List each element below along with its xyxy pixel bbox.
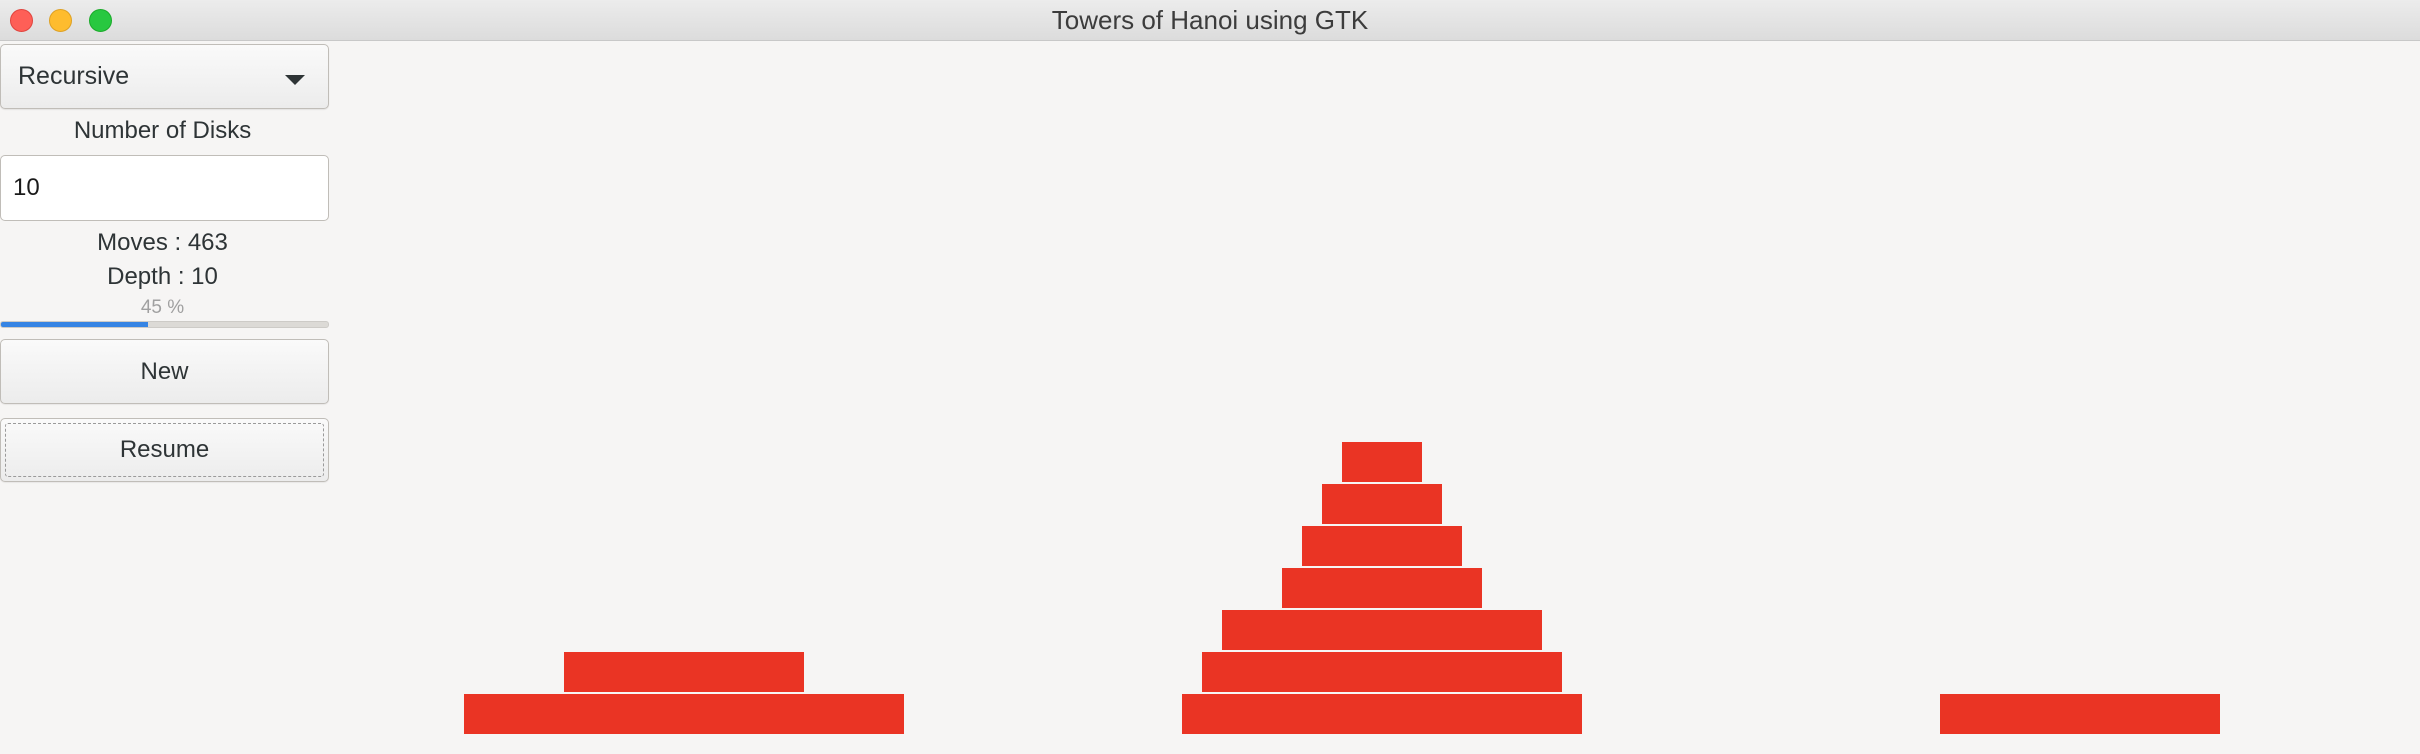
disk	[464, 694, 904, 734]
title-bar: Towers of Hanoi using GTK	[0, 0, 2420, 41]
algorithm-dropdown[interactable]: Recursive	[0, 44, 329, 109]
moves-counter: Moves : 463	[97, 229, 228, 256]
disk	[1940, 694, 2220, 734]
algorithm-selected-value: Recursive	[18, 62, 130, 90]
disk	[1322, 484, 1442, 524]
disk	[1282, 568, 1482, 608]
progress-bar-fill	[1, 322, 149, 327]
close-window-button[interactable]	[10, 9, 33, 32]
resume-button-label: Resume	[119, 436, 210, 463]
disk	[1182, 694, 1582, 734]
disk	[1342, 442, 1422, 482]
minimize-window-button[interactable]	[49, 9, 72, 32]
disk	[1222, 610, 1542, 650]
number-of-disks-label: Number of Disks	[73, 117, 252, 144]
number-of-disks-field[interactable]	[0, 155, 329, 221]
maximize-window-button[interactable]	[89, 9, 112, 32]
number-of-disks-input[interactable]	[1, 156, 328, 220]
disk	[1202, 652, 1562, 692]
focus-ring	[5, 423, 324, 477]
resume-button[interactable]: Resume	[0, 418, 329, 482]
progress-label: 45 %	[140, 297, 185, 318]
disk	[564, 652, 804, 692]
new-button-label: New	[140, 357, 189, 385]
window-title: Towers of Hanoi using GTK	[1051, 5, 1369, 35]
new-button[interactable]: New	[0, 339, 329, 404]
disk	[1302, 526, 1462, 566]
progress-bar	[0, 321, 329, 328]
chevron-down-icon	[285, 75, 305, 85]
depth-counter: Depth : 10	[107, 263, 218, 290]
